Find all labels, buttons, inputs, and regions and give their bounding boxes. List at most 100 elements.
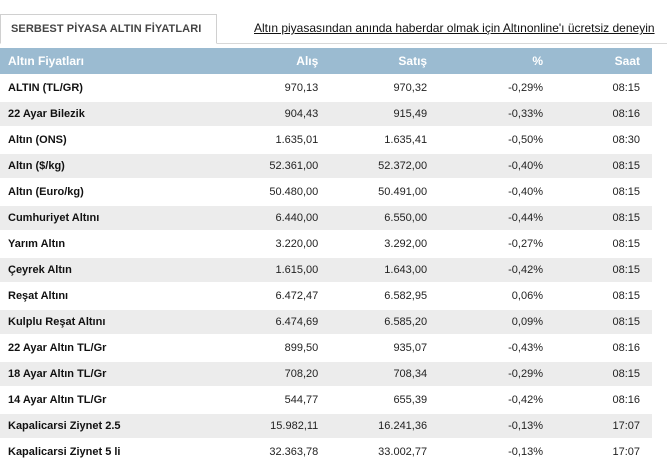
cell-pct: -0,40%	[439, 179, 555, 206]
cell-time: 08:16	[555, 335, 652, 362]
table-row: Altın (Euro/kg) 50.480,00 50.491,00 -0,4…	[0, 179, 652, 206]
cell-name[interactable]: Altın (Euro/kg)	[0, 179, 163, 206]
table-row: Kapalicarsi Ziynet 2.5 15.982,11 16.241,…	[0, 413, 652, 440]
column-header-pct: %	[439, 48, 555, 76]
cell-pct: -0,43%	[439, 335, 555, 362]
tab-baseline	[0, 43, 667, 44]
table-row: Reşat Altını 6.472,47 6.582,95 0,06% 08:…	[0, 283, 652, 310]
cell-pct: 0,06%	[439, 283, 555, 310]
cell-sell: 50.491,00	[330, 179, 440, 206]
cell-pct: -0,44%	[439, 205, 555, 232]
promo-link[interactable]: Altın piyasasından anında haberdar olmak…	[254, 21, 655, 35]
cell-pct: -0,27%	[439, 231, 555, 258]
cell-time: 08:30	[555, 127, 652, 154]
table-row: 18 Ayar Altın TL/Gr 708,20 708,34 -0,29%…	[0, 361, 652, 388]
cell-time: 08:15	[555, 309, 652, 336]
cell-pct: -0,13%	[439, 413, 555, 440]
table-row: Kapalicarsi Ziynet 5 li 32.363,78 33.002…	[0, 439, 652, 466]
cell-buy: 1.635,01	[162, 127, 331, 154]
cell-name[interactable]: 14 Ayar Altın TL/Gr	[0, 387, 163, 414]
cell-name[interactable]: 18 Ayar Altın TL/Gr	[0, 361, 163, 388]
cell-buy: 6.474,69	[162, 309, 331, 336]
cell-buy: 15.982,11	[162, 413, 331, 440]
cell-time: 08:15	[555, 361, 652, 388]
cell-time: 08:16	[555, 101, 652, 128]
cell-sell: 935,07	[330, 335, 440, 362]
cell-name[interactable]: Çeyrek Altın	[0, 257, 163, 284]
cell-pct: -0,42%	[439, 387, 555, 414]
cell-time: 08:15	[555, 153, 652, 180]
cell-time: 08:15	[555, 257, 652, 284]
cell-sell: 16.241,36	[330, 413, 440, 440]
cell-time: 08:16	[555, 387, 652, 414]
table-row: Cumhuriyet Altını 6.440,00 6.550,00 -0,4…	[0, 205, 652, 232]
cell-time: 08:15	[555, 205, 652, 232]
column-header-name: Altın Fiyatları	[0, 48, 163, 76]
cell-time: 17:07	[555, 439, 652, 466]
cell-pct: -0,33%	[439, 101, 555, 128]
cell-time: 08:15	[555, 75, 652, 102]
cell-buy: 50.480,00	[162, 179, 331, 206]
cell-name[interactable]: Altın (ONS)	[0, 127, 163, 154]
cell-buy: 52.361,00	[162, 153, 331, 180]
cell-pct: -0,29%	[439, 75, 555, 102]
cell-sell: 915,49	[330, 101, 440, 128]
cell-name[interactable]: Kapalicarsi Ziynet 5 li	[0, 439, 163, 466]
table-row: 22 Ayar Bilezik 904,43 915,49 -0,33% 08:…	[0, 101, 652, 128]
cell-sell: 6.582,95	[330, 283, 440, 310]
cell-buy: 904,43	[162, 101, 331, 128]
tab-bar: SERBEST PİYASA ALTIN FİYATLARI Altın piy…	[0, 0, 667, 44]
cell-buy: 544,77	[162, 387, 331, 414]
cell-sell: 970,32	[330, 75, 440, 102]
table-body: ALTIN (TL/GR) 970,13 970,32 -0,29% 08:15…	[0, 75, 652, 466]
column-header-time: Saat	[555, 48, 652, 76]
column-header-sell: Satış	[330, 48, 440, 76]
table-row: Çeyrek Altın 1.615,00 1.643,00 -0,42% 08…	[0, 257, 652, 284]
table-row: 22 Ayar Altın TL/Gr 899,50 935,07 -0,43%…	[0, 335, 652, 362]
cell-buy: 899,50	[162, 335, 331, 362]
cell-sell: 1.635,41	[330, 127, 440, 154]
table-row: Altın (ONS) 1.635,01 1.635,41 -0,50% 08:…	[0, 127, 652, 154]
cell-pct: -0,50%	[439, 127, 555, 154]
tab-serbest-piyasa[interactable]: SERBEST PİYASA ALTIN FİYATLARI	[0, 14, 217, 44]
table-row: Altın ($/kg) 52.361,00 52.372,00 -0,40% …	[0, 153, 652, 180]
cell-time: 17:07	[555, 413, 652, 440]
cell-pct: -0,13%	[439, 439, 555, 466]
cell-sell: 3.292,00	[330, 231, 440, 258]
cell-name[interactable]: Cumhuriyet Altını	[0, 205, 163, 232]
cell-time: 08:15	[555, 179, 652, 206]
cell-name[interactable]: 22 Ayar Altın TL/Gr	[0, 335, 163, 362]
cell-sell: 6.585,20	[330, 309, 440, 336]
table-row: Kulplu Reşat Altını 6.474,69 6.585,20 0,…	[0, 309, 652, 336]
cell-buy: 708,20	[162, 361, 331, 388]
gold-prices-table: Altın Fiyatları Alış Satış % Saat ALTIN …	[0, 48, 652, 466]
cell-pct: -0,29%	[439, 361, 555, 388]
cell-name[interactable]: Yarım Altın	[0, 231, 163, 258]
cell-pct: 0,09%	[439, 309, 555, 336]
cell-buy: 1.615,00	[162, 257, 331, 284]
cell-pct: -0,42%	[439, 257, 555, 284]
cell-sell: 6.550,00	[330, 205, 440, 232]
cell-buy: 970,13	[162, 75, 331, 102]
cell-pct: -0,40%	[439, 153, 555, 180]
column-header-buy: Alış	[162, 48, 331, 76]
cell-sell: 655,39	[330, 387, 440, 414]
cell-buy: 6.472,47	[162, 283, 331, 310]
cell-name[interactable]: Kapalicarsi Ziynet 2.5	[0, 413, 163, 440]
cell-buy: 6.440,00	[162, 205, 331, 232]
cell-sell: 708,34	[330, 361, 440, 388]
cell-buy: 32.363,78	[162, 439, 331, 466]
table-row: ALTIN (TL/GR) 970,13 970,32 -0,29% 08:15	[0, 75, 652, 102]
cell-sell: 33.002,77	[330, 439, 440, 466]
cell-name[interactable]: ALTIN (TL/GR)	[0, 75, 163, 102]
cell-name[interactable]: Altın ($/kg)	[0, 153, 163, 180]
cell-time: 08:15	[555, 231, 652, 258]
cell-name[interactable]: Kulplu Reşat Altını	[0, 309, 163, 336]
cell-time: 08:15	[555, 283, 652, 310]
cell-sell: 1.643,00	[330, 257, 440, 284]
cell-buy: 3.220,00	[162, 231, 331, 258]
cell-name[interactable]: 22 Ayar Bilezik	[0, 101, 163, 128]
table-header-row: Altın Fiyatları Alış Satış % Saat	[0, 48, 652, 76]
cell-name[interactable]: Reşat Altını	[0, 283, 163, 310]
table-row: 14 Ayar Altın TL/Gr 544,77 655,39 -0,42%…	[0, 387, 652, 414]
